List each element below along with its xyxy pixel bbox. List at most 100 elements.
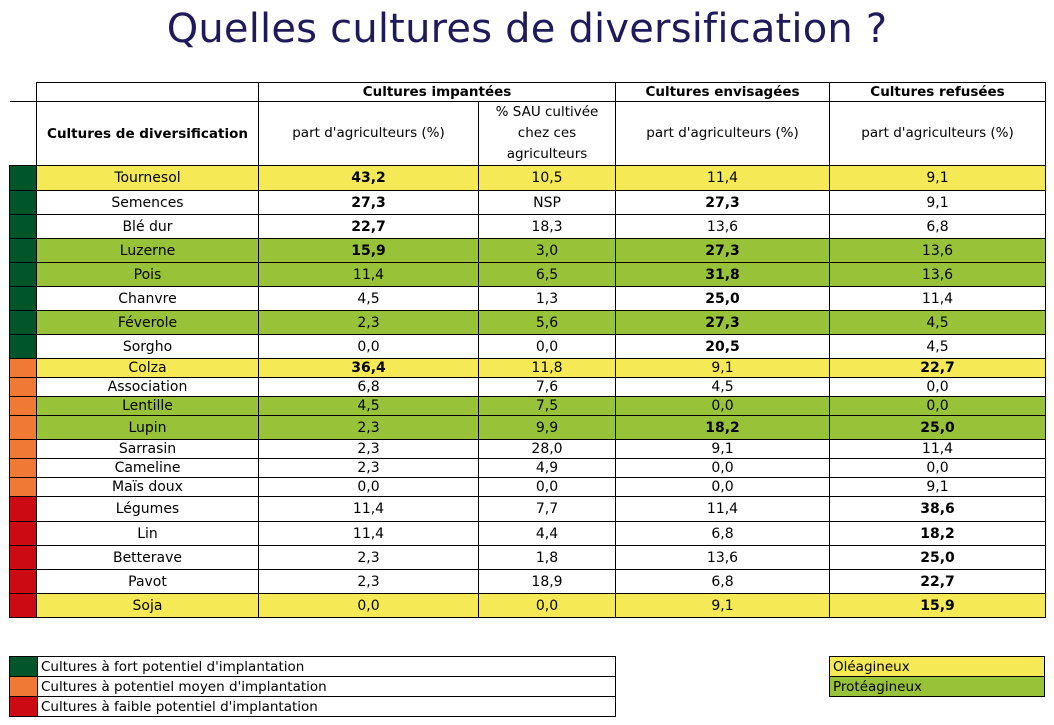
culture-name: Maïs doux <box>36 477 259 497</box>
potentiel-swatch <box>9 521 37 546</box>
legend-label: Cultures à fort potentiel d'implantation <box>37 656 616 677</box>
legend-swatch <box>9 696 38 717</box>
value-refusees: 22,7 <box>829 569 1047 594</box>
value-envisagees: 13,6 <box>615 214 831 239</box>
value-sau: 7,6 <box>477 377 617 397</box>
value-implantees: 22,7 <box>258 214 479 239</box>
legend-type-label: Protéagineux <box>829 676 1045 697</box>
value-implantees: 2,3 <box>258 415 479 440</box>
culture-name: Lin <box>36 521 259 546</box>
table-row: Chanvre 4,5 1,3 25,0 11,4 <box>9 286 1047 311</box>
value-refusees: 11,4 <box>829 286 1047 311</box>
value-envisagees: 0,0 <box>615 396 831 416</box>
value-refusees: 25,0 <box>829 545 1047 570</box>
value-envisagees: 27,3 <box>615 238 831 263</box>
value-envisagees: 0,0 <box>615 458 831 478</box>
legend-label: Cultures à potentiel moyen d'implantatio… <box>37 676 616 697</box>
value-refusees: 18,2 <box>829 521 1047 546</box>
value-sau: 1,3 <box>477 286 617 311</box>
potentiel-swatch <box>9 415 37 440</box>
table-row: Colza 36,4 11,8 9,1 22,7 <box>9 358 1047 378</box>
value-envisagees: 18,2 <box>615 415 831 440</box>
table-row: Légumes 11,4 7,7 11,4 38,6 <box>9 496 1047 522</box>
table-row: Tournesol 43,2 10,5 11,4 9,1 <box>9 165 1047 191</box>
culture-name: Féverole <box>36 310 259 335</box>
legend-swatch <box>9 656 38 677</box>
culture-name: Tournesol <box>36 165 259 191</box>
value-refusees: 0,0 <box>829 458 1047 478</box>
table-row: Pois 11,4 6,5 31,8 13,6 <box>9 262 1047 287</box>
value-refusees: 4,5 <box>829 310 1047 335</box>
value-envisagees: 9,1 <box>615 439 831 459</box>
value-refusees: 22,7 <box>829 358 1047 378</box>
culture-name: Colza <box>36 358 259 378</box>
table-row: Sorgho 0,0 0,0 20,5 4,5 <box>9 334 1047 359</box>
value-implantees: 2,3 <box>258 545 479 570</box>
potentiel-swatch <box>9 593 37 618</box>
culture-name: Semences <box>36 190 259 215</box>
culture-name: Soja <box>36 593 259 618</box>
value-refusees: 6,8 <box>829 214 1047 239</box>
legend-type-item: Oléagineux <box>829 656 1045 677</box>
potentiel-swatch <box>9 477 37 497</box>
value-implantees: 15,9 <box>258 238 479 263</box>
value-refusees: 0,0 <box>829 396 1047 416</box>
culture-name: Chanvre <box>36 286 259 311</box>
value-refusees: 38,6 <box>829 496 1047 522</box>
value-envisagees: 4,5 <box>615 377 831 397</box>
value-envisagees: 20,5 <box>615 334 831 359</box>
potentiel-swatch <box>9 334 37 359</box>
potentiel-swatch <box>9 396 37 416</box>
legend-label: Cultures à faible potentiel d'implantati… <box>37 696 616 717</box>
value-sau: 11,8 <box>477 358 617 378</box>
potentiel-swatch <box>9 214 37 239</box>
value-implantees: 2,3 <box>258 310 479 335</box>
col-header-sau: % SAU cultivée chez ces agriculteurs <box>477 101 617 166</box>
value-envisagees: 11,4 <box>615 496 831 522</box>
culture-name: Cameline <box>36 458 259 478</box>
table-row: Blé dur 22,7 18,3 13,6 6,8 <box>9 214 1047 239</box>
value-implantees: 2,3 <box>258 569 479 594</box>
table-row: Cameline 2,3 4,9 0,0 0,0 <box>9 458 1047 478</box>
table-row: Sarrasin 2,3 28,0 9,1 11,4 <box>9 439 1047 459</box>
col-header-part-envisagees: part d'agriculteurs (%) <box>615 101 831 166</box>
table-row: Association 6,8 7,6 4,5 0,0 <box>9 377 1047 397</box>
culture-name: Sarrasin <box>36 439 259 459</box>
value-implantees: 36,4 <box>258 358 479 378</box>
culture-name: Lentille <box>36 396 259 416</box>
group-header-refusees: Cultures refusées <box>829 82 1047 102</box>
value-sau: 0,0 <box>477 334 617 359</box>
value-refusees: 15,9 <box>829 593 1047 618</box>
table-row: Lupin 2,3 9,9 18,2 25,0 <box>9 415 1047 440</box>
value-sau: 18,9 <box>477 569 617 594</box>
value-implantees: 0,0 <box>258 334 479 359</box>
value-implantees: 11,4 <box>258 496 479 522</box>
value-implantees: 11,4 <box>258 262 479 287</box>
value-implantees: 2,3 <box>258 439 479 459</box>
table-row: Maïs doux 0,0 0,0 0,0 9,1 <box>9 477 1047 497</box>
table-row: Luzerne 15,9 3,0 27,3 13,6 <box>9 238 1047 263</box>
legend-swatch <box>9 676 38 697</box>
value-envisagees: 11,4 <box>615 165 831 191</box>
value-envisagees: 9,1 <box>615 593 831 618</box>
culture-name: Pois <box>36 262 259 287</box>
value-sau: 4,9 <box>477 458 617 478</box>
value-envisagees: 13,6 <box>615 545 831 570</box>
col-header-part-implantees: part d'agriculteurs (%) <box>258 101 479 166</box>
potentiel-swatch <box>9 310 37 335</box>
value-sau: 1,8 <box>477 545 617 570</box>
potentiel-swatch <box>9 238 37 263</box>
corner-cell-2 <box>10 102 37 166</box>
value-envisagees: 9,1 <box>615 358 831 378</box>
potentiel-swatch <box>9 439 37 459</box>
value-sau: 3,0 <box>477 238 617 263</box>
value-envisagees: 27,3 <box>615 310 831 335</box>
value-refusees: 11,4 <box>829 439 1047 459</box>
legend-item: Cultures à potentiel moyen d'implantatio… <box>9 676 616 697</box>
row-header-cultures: Cultures de diversification <box>36 101 259 166</box>
value-envisagees: 6,8 <box>615 569 831 594</box>
culture-name: Pavot <box>36 569 259 594</box>
value-refusees: 9,1 <box>829 190 1047 215</box>
table-row: Pavot 2,3 18,9 6,8 22,7 <box>9 569 1047 594</box>
value-implantees: 27,3 <box>258 190 479 215</box>
